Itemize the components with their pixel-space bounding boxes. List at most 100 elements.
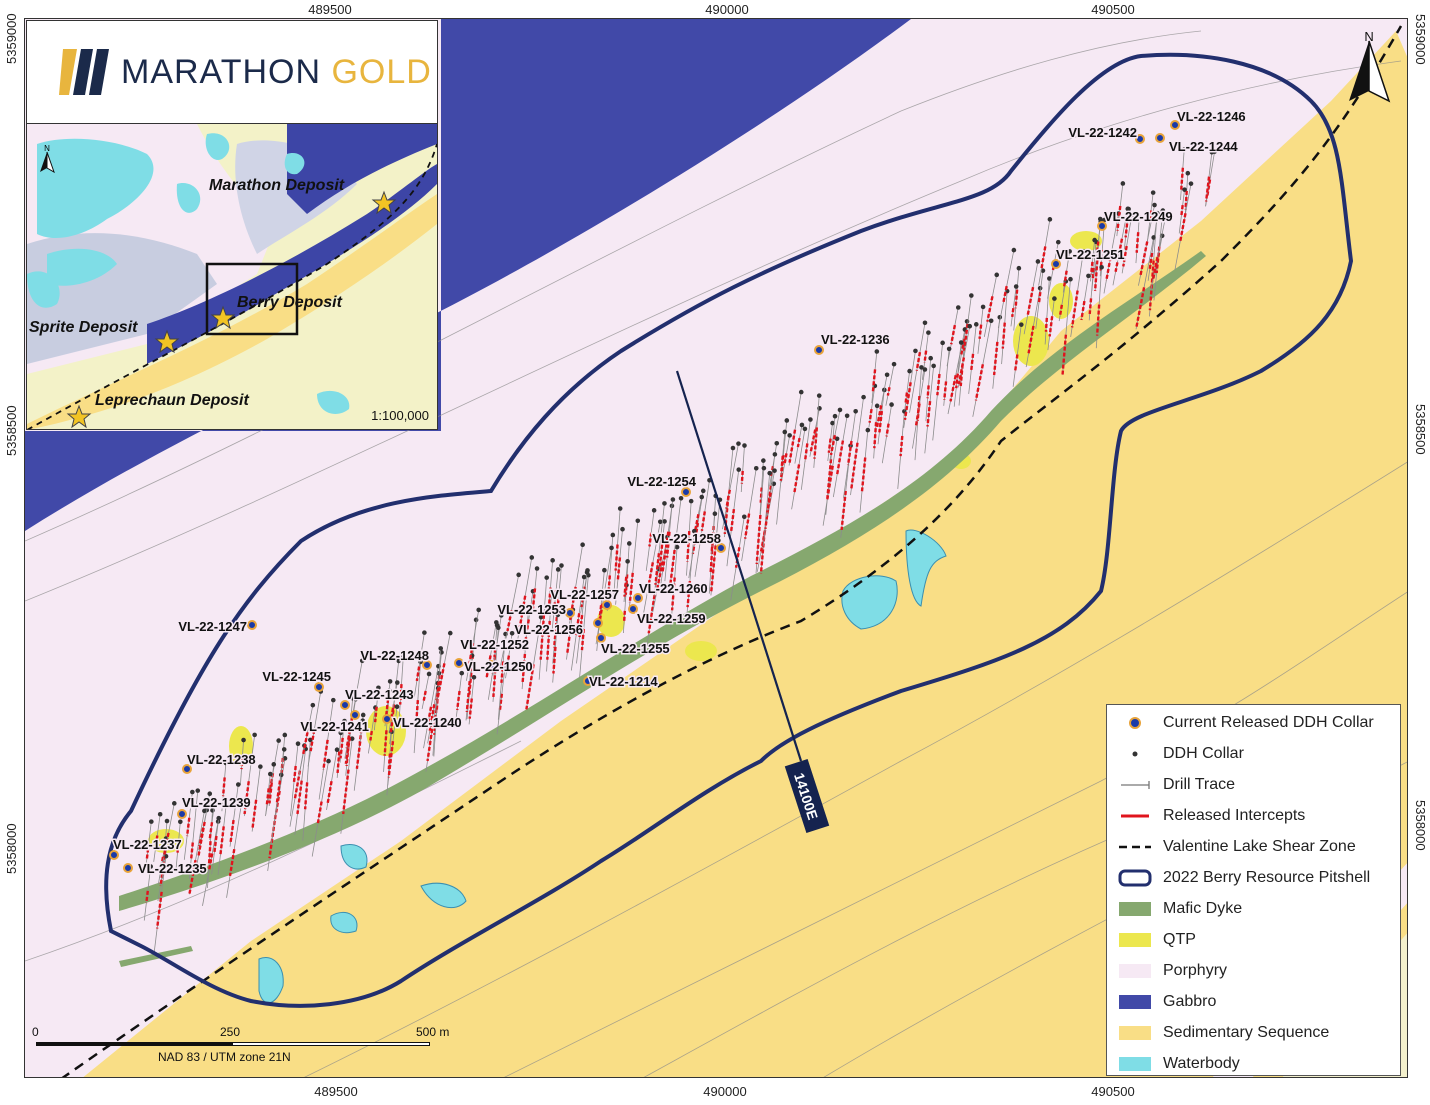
released-intercept [904,392,909,403]
released-intercept [796,437,801,448]
released-intercept [914,403,921,426]
released-intercept [145,848,150,861]
ddh-collar [691,528,697,534]
drill-trace [780,435,791,483]
ddh-collar [396,658,401,664]
ddh-collar [861,394,866,400]
ddh-collar [271,762,277,767]
current-ddh-collar [454,658,464,668]
ddh-collar [922,367,928,372]
legend-item: Porphyry [1107,956,1402,986]
ddh-collar [395,680,400,685]
north-arrow-icon: N [1349,29,1391,103]
drill-trace [972,320,992,417]
released-intercept [827,438,832,453]
intercept-symbol-icon [1121,814,1149,818]
ddh-collar [334,747,340,753]
scale-tick-250: 250 [220,1025,241,1039]
released-intercept [734,547,741,568]
map-legend: Current Released DDH Collar DDH Collar D… [1106,704,1401,1076]
ddh-collar [278,772,284,778]
ddh-collar [1151,235,1156,240]
current-ddh-collar [182,764,192,774]
released-intercept [302,732,309,755]
current-ddh-collar [1135,134,1145,144]
ddh-collar [473,617,479,623]
ddh-collar [584,570,590,575]
ddh-collar [1185,170,1191,176]
ddh-collar [874,349,880,354]
released-intercept [949,375,957,402]
sedimentary-swatch-icon [1119,1026,1151,1040]
drill-trace [968,324,977,394]
collar-symbol-icon [1132,751,1138,757]
released-intercept [597,605,603,626]
released-intercept [207,841,212,866]
drill-hole-label: VL-22-1252 [460,637,529,652]
ddh-collar [651,508,657,513]
released-intercept [240,755,244,770]
ddh-collar [190,789,195,795]
released-intercept [316,801,323,824]
current-ddh-collar [602,600,612,610]
ddh-collar [712,511,718,516]
drill-trace [921,332,929,381]
ddh-collar [802,426,808,432]
ddh-collar [784,418,790,423]
released-intercept [903,382,912,420]
released-intercept [468,642,475,664]
drill-trace [946,307,959,367]
qtp-body [229,726,253,766]
released-intercept [221,777,226,797]
porphyry-swatch-icon [1119,964,1151,978]
released-intercept [336,751,341,774]
released-intercept [840,490,847,531]
ddh-collar [1068,276,1073,282]
current-ddh-collar [633,593,643,603]
released-intercept [1204,176,1211,202]
ddh-collar [1129,212,1135,217]
released-intercept [809,429,817,454]
ddh-collar [1052,296,1057,301]
released-intercept [878,410,884,433]
released-intercept [518,595,527,628]
released-intercept [1148,252,1154,269]
current-ddh-collar [1097,221,1107,231]
ddh-collar [1047,276,1052,281]
ddh-collar [889,402,894,407]
released-intercept [1061,334,1068,375]
ddh-collar [207,791,213,797]
released-intercept [803,443,809,462]
current-ddh-collar [1051,259,1061,269]
drill-hole-label: VL-22-1253 [497,602,566,617]
released-intercept [1058,304,1064,317]
released-intercept [506,610,513,632]
released-intercept [580,628,585,651]
current-ddh-collar [350,710,360,720]
released-intercept [428,704,436,731]
legend-item: Gabbro [1107,987,1402,1017]
qtp-body [685,641,717,661]
released-intercept [207,853,214,872]
released-intercept [926,401,932,427]
drill-trace [722,443,739,530]
released-intercept [992,341,999,376]
released-intercept [1184,190,1188,210]
current-ddh-collar [1155,133,1165,143]
released-intercept [740,470,744,484]
ddh-collar [1092,237,1097,243]
released-intercept [1014,354,1019,371]
ddh-collar [331,697,336,703]
legend-item: 2022 Berry Resource Pitshell [1107,863,1402,893]
ddh-collar [657,519,663,525]
drill-hole-label: VL-22-1249 [1104,209,1173,224]
ddh-collar [832,413,838,419]
drill-trace [904,371,911,411]
ddh-collar [342,718,347,724]
released-intercept [647,562,655,584]
ddh-collar [1209,149,1215,155]
ddh-collar [426,671,432,677]
released-intercept [154,835,159,848]
drill-trace [1001,291,1008,365]
ddh-collar [1150,190,1156,195]
